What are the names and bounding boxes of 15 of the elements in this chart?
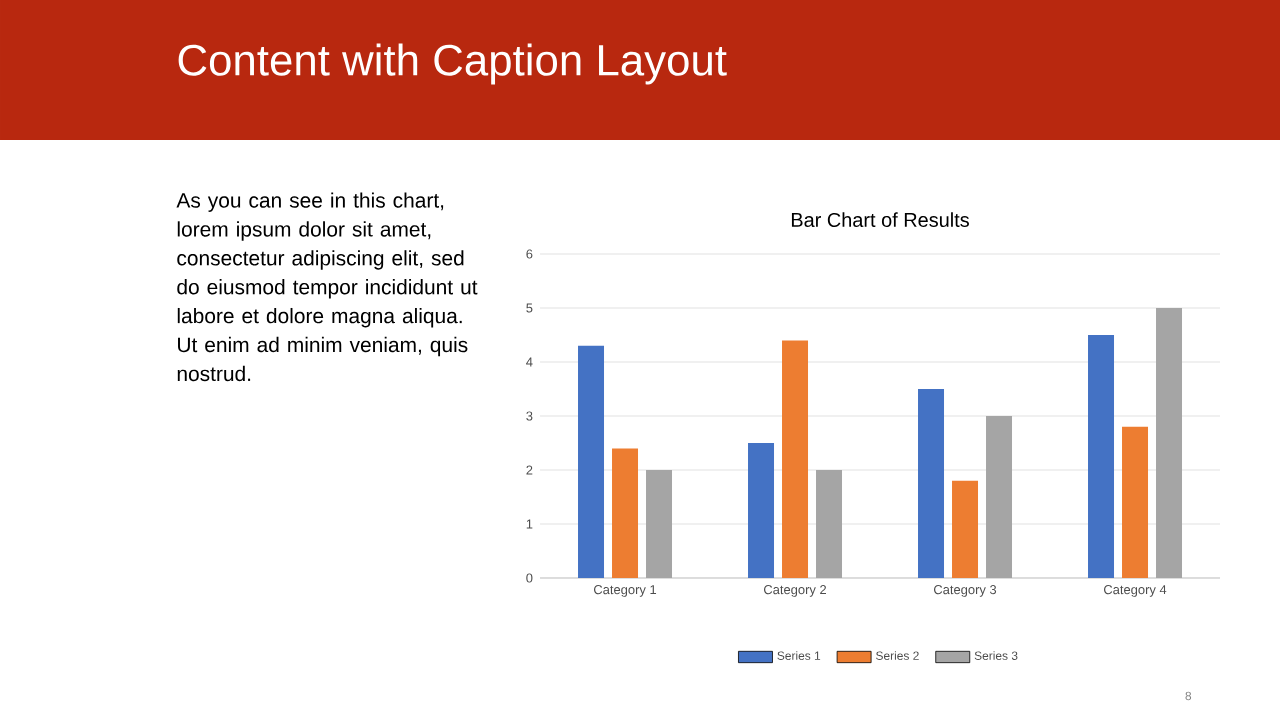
bar — [1088, 334, 1115, 578]
bar — [952, 480, 979, 578]
bar — [1156, 307, 1183, 578]
bar — [986, 416, 1013, 578]
bar — [646, 470, 673, 578]
chart-title: Bar Chart of Results — [791, 212, 969, 227]
bar — [816, 470, 843, 578]
text: Content with Caption Layout — [178, 43, 727, 85]
bar — [782, 340, 809, 578]
bar — [918, 389, 945, 578]
bar — [578, 345, 605, 578]
bar — [1122, 426, 1149, 578]
bar — [748, 443, 775, 578]
text: As you can see in this chart, lorem ipsum dolor sit amet, consectetur adipiscing elit, sed do eiusmod tempor incididunt ut labore et dolore magna aliqua. Ut enim ad minim veniam, quis nostrud. — [176, 192, 478, 382]
bar — [612, 448, 639, 578]
